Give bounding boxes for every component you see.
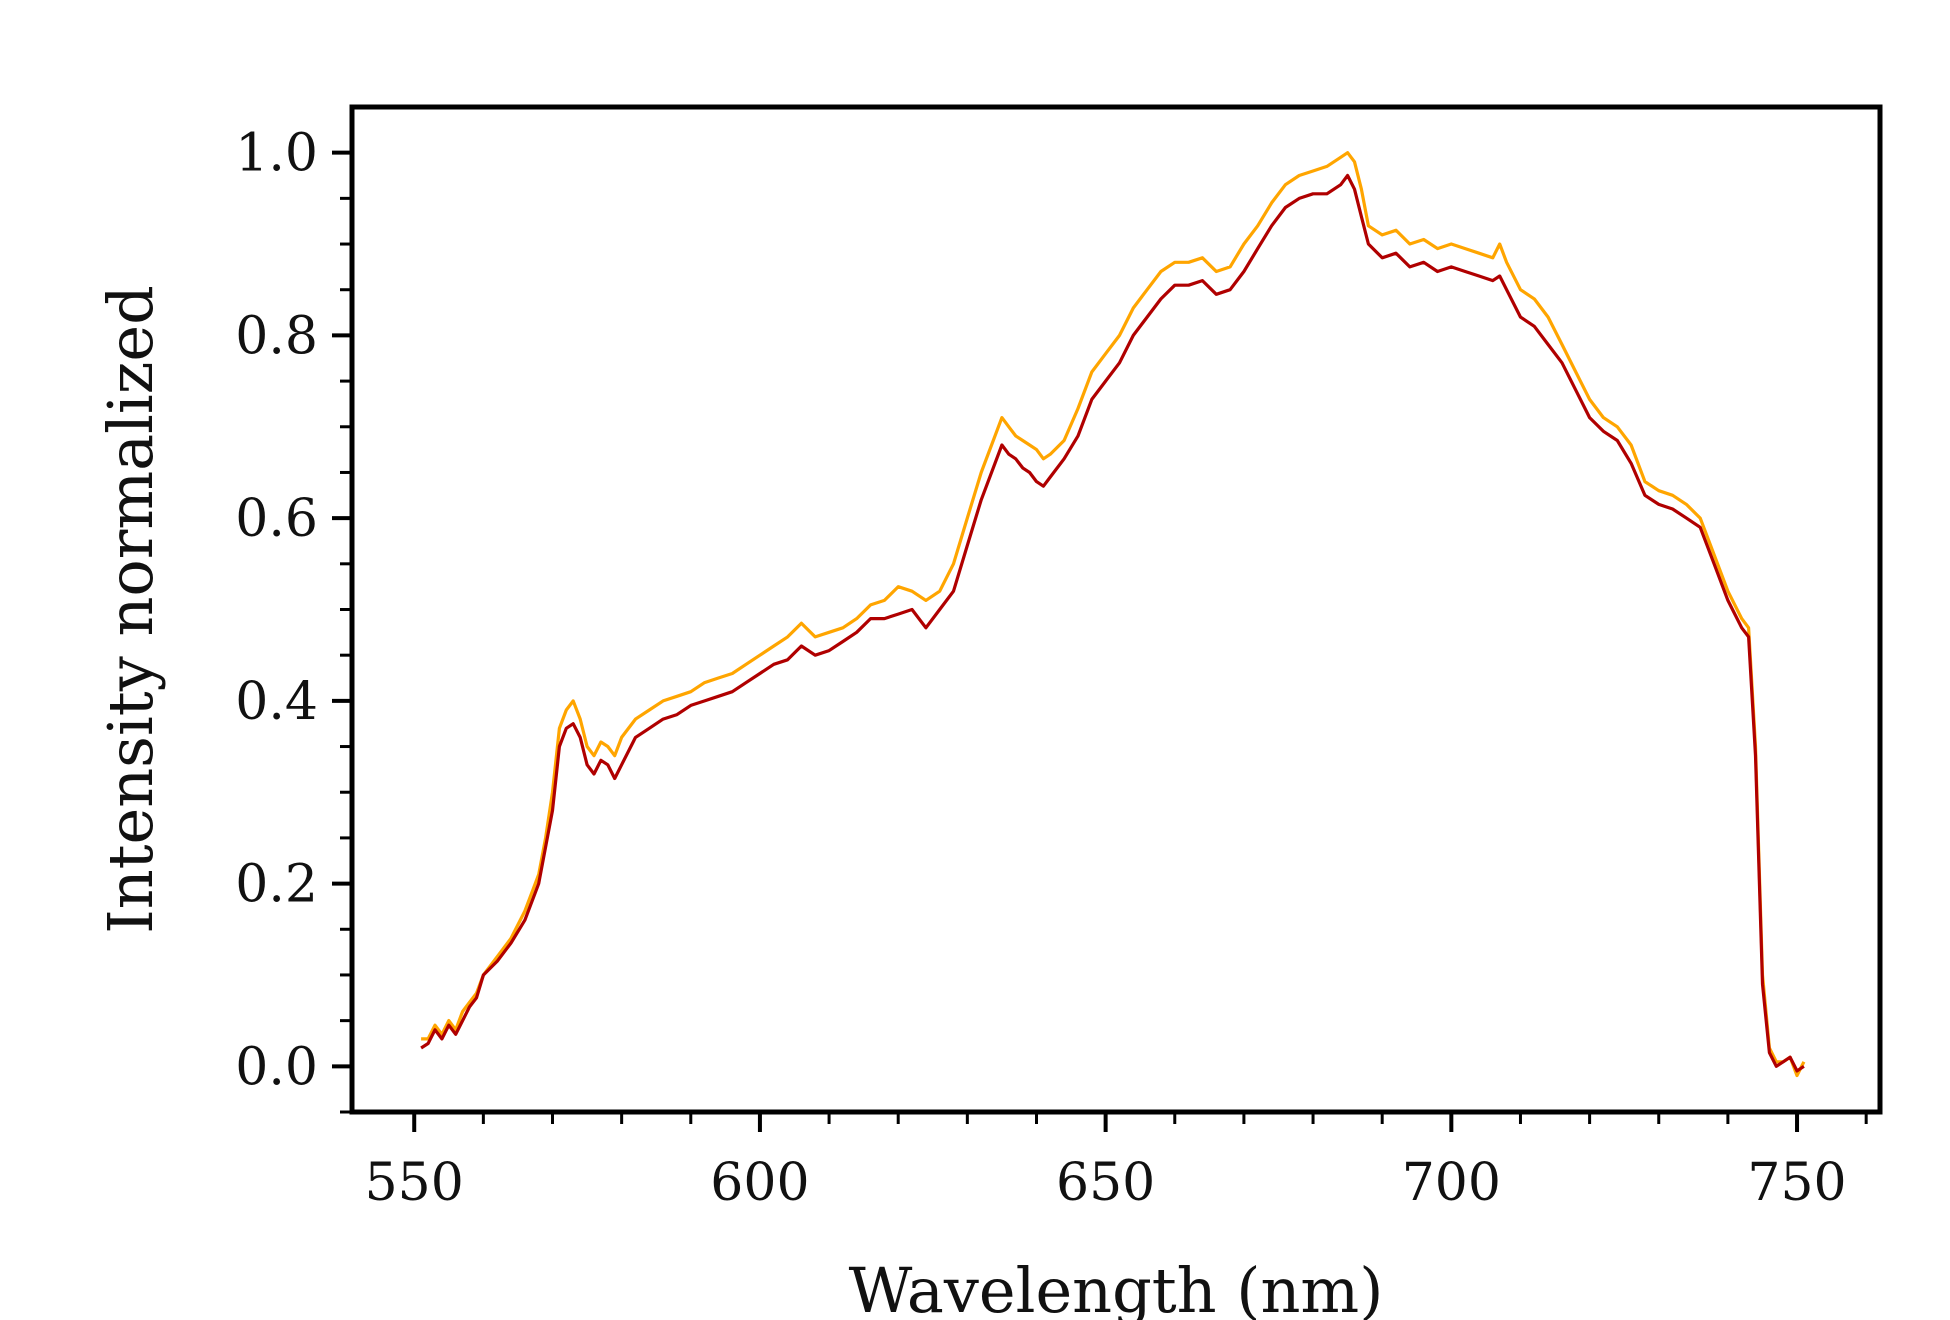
y-axis: 0.0 0.2 0.4 0.6 0.8 1.0 bbox=[235, 124, 352, 1114]
x-tick-label: 750 bbox=[1747, 1153, 1846, 1213]
x-tick-label: 650 bbox=[1056, 1153, 1155, 1213]
y-tick-label: 0.8 bbox=[235, 306, 318, 366]
y-tick-label: 0.2 bbox=[235, 855, 318, 915]
plot-frame bbox=[349, 104, 1883, 1115]
y-tick-label: 0.0 bbox=[235, 1037, 318, 1097]
y-tick-label: 1.0 bbox=[235, 124, 318, 184]
x-tick-label: 600 bbox=[710, 1153, 809, 1213]
x-tick-label: 700 bbox=[1402, 1153, 1501, 1213]
y-axis-title: Intensity normalized bbox=[94, 285, 167, 934]
x-axis: 550 600 650 700 750 bbox=[365, 1112, 1868, 1213]
series-line-series-orange bbox=[421, 151, 1806, 1078]
x-axis-title: Wavelength (nm) bbox=[849, 1254, 1384, 1320]
series-layer bbox=[420, 151, 1806, 1078]
series-line-series-darkred bbox=[420, 173, 1805, 1073]
x-tick-label: 550 bbox=[365, 1153, 464, 1213]
y-tick-label: 0.6 bbox=[235, 489, 318, 549]
y-tick-label: 0.4 bbox=[235, 672, 318, 732]
